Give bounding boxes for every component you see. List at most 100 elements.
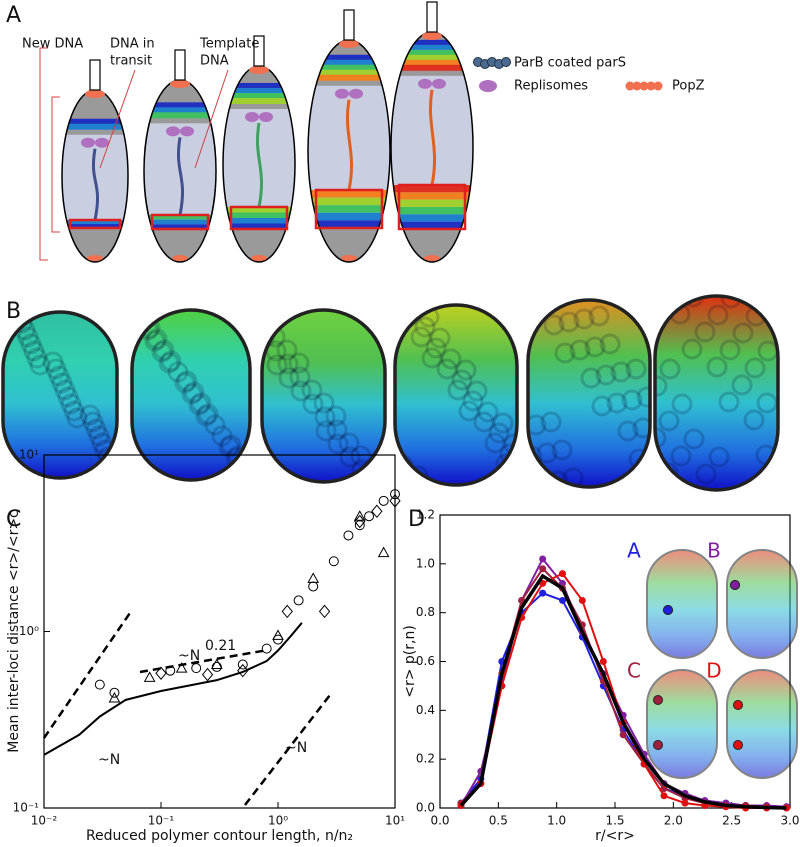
replisome	[259, 111, 273, 122]
texture	[338, 432, 360, 454]
texture	[421, 347, 443, 369]
legend-icon	[639, 81, 649, 91]
panel-label: C	[6, 507, 21, 532]
texture	[395, 305, 406, 316]
texture	[718, 391, 740, 413]
popz	[170, 80, 190, 88]
texture	[289, 366, 311, 388]
new-dna-box	[68, 218, 122, 230]
popz	[424, 255, 440, 261]
texture	[277, 353, 299, 375]
dna-band	[391, 221, 473, 229]
texture	[410, 326, 432, 348]
texture	[636, 386, 650, 408]
x-tick-label: 1.0	[547, 814, 566, 828]
dna-band	[391, 192, 473, 200]
data-point	[261, 643, 272, 654]
texture	[606, 392, 628, 414]
data-point	[681, 799, 689, 807]
data-point	[175, 662, 188, 673]
legend-label: Replisomes	[514, 79, 588, 94]
texture	[477, 401, 499, 423]
texture	[66, 407, 88, 429]
data-point	[272, 629, 284, 640]
data-point	[318, 604, 331, 619]
texture	[706, 356, 728, 378]
popz	[251, 255, 267, 261]
annotation: New DNA	[22, 37, 83, 52]
capsule-outline	[393, 303, 519, 487]
texture	[327, 433, 349, 455]
data-point	[308, 581, 319, 592]
texture	[45, 358, 67, 380]
legend-icon	[653, 81, 663, 91]
popz	[172, 255, 188, 261]
texture	[462, 390, 484, 412]
legend-label: A	[627, 539, 641, 563]
capsule-outline	[526, 298, 652, 489]
dna-band	[391, 64, 473, 71]
replisome	[418, 78, 432, 89]
texture	[302, 393, 324, 415]
popz	[87, 255, 103, 261]
data-point	[390, 489, 400, 500]
texture	[183, 381, 205, 403]
plot-frame	[43, 454, 396, 809]
texture	[158, 352, 180, 374]
texture	[551, 439, 573, 461]
texture	[144, 330, 166, 352]
data-point	[328, 556, 339, 567]
texture	[655, 296, 666, 307]
texture	[455, 359, 477, 381]
texture	[88, 425, 110, 447]
texture	[151, 341, 173, 363]
replisome	[335, 88, 349, 99]
data-point	[364, 511, 375, 522]
texture	[195, 405, 217, 427]
dna-strand	[91, 148, 99, 221]
texture	[670, 445, 692, 467]
capsule-outline	[1, 310, 119, 480]
chromosome-fill	[528, 300, 650, 487]
texture	[60, 393, 82, 415]
texture	[595, 364, 617, 386]
texture	[132, 310, 152, 330]
data-point	[539, 555, 547, 563]
series-line	[43, 622, 303, 756]
dna-band	[62, 123, 128, 130]
data-point	[660, 792, 668, 800]
texture	[220, 434, 242, 456]
dna-band	[391, 49, 473, 56]
replisome	[81, 137, 95, 148]
texture	[363, 310, 385, 322]
annotation: ~N	[285, 740, 307, 756]
texture	[48, 365, 70, 387]
dna-band	[391, 39, 473, 46]
texture	[492, 412, 514, 434]
x-tick-label: 2.5	[722, 814, 741, 828]
guide-line	[42, 609, 134, 739]
texture	[5, 464, 27, 478]
texture	[290, 380, 312, 402]
bracket	[51, 96, 60, 233]
dna-band	[308, 190, 390, 198]
texture	[484, 432, 506, 454]
texture	[532, 473, 554, 487]
inset-cell	[646, 669, 718, 779]
dna-band	[223, 218, 295, 224]
data-point	[155, 666, 167, 681]
nucleoid	[3, 312, 117, 478]
data-point	[378, 495, 389, 506]
y-tick-label: 0.6	[416, 654, 435, 668]
texture	[632, 417, 650, 439]
data-point	[377, 546, 390, 558]
popz	[422, 32, 442, 40]
texture	[132, 310, 143, 321]
guide-line	[244, 694, 331, 806]
texture	[17, 326, 39, 348]
dna-band	[223, 223, 295, 229]
texture	[528, 300, 539, 311]
dna-band	[144, 219, 216, 225]
legend-label: C	[627, 659, 641, 683]
inset-locus	[733, 700, 743, 710]
